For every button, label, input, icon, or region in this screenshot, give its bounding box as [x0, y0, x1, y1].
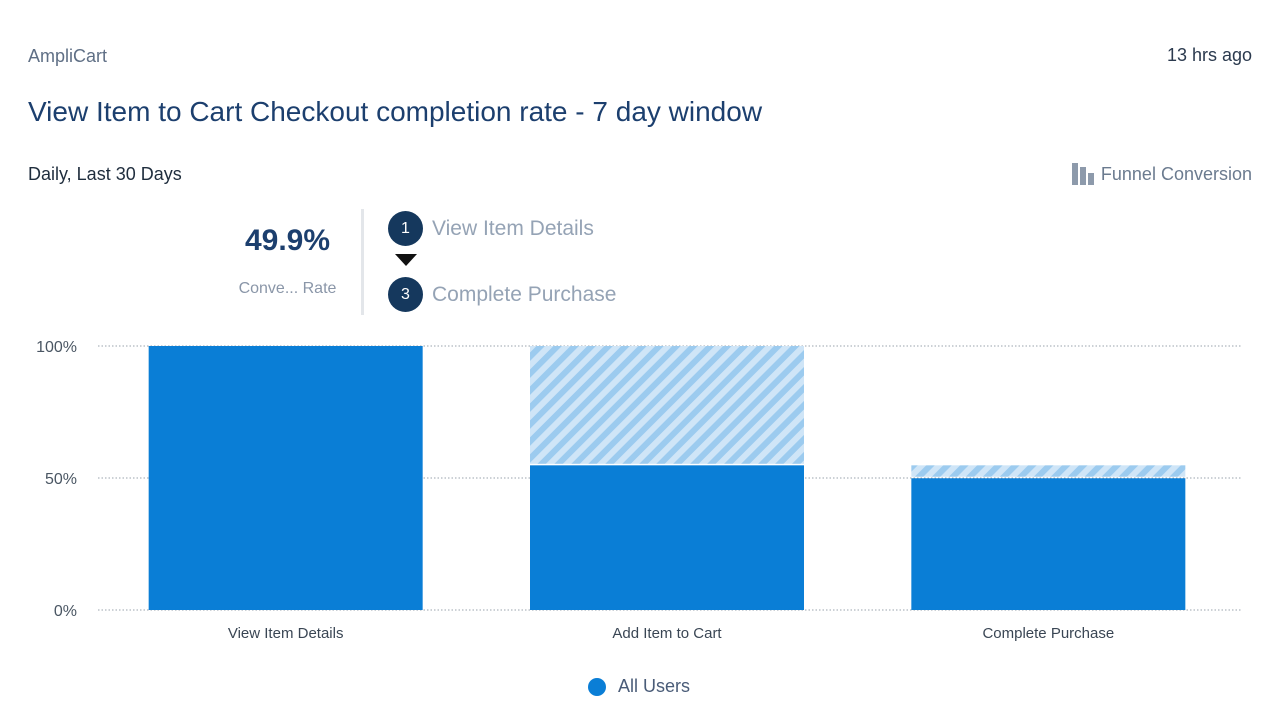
y-tick-label: 50% — [45, 471, 77, 488]
conversion-bar[interactable] — [911, 478, 1186, 610]
last-updated-timestamp: 13 hrs ago — [1166, 45, 1252, 65]
chart-legend[interactable]: All Users — [588, 676, 690, 697]
page-title[interactable]: View Item to Cart Checkout completion ra… — [28, 96, 763, 127]
down-arrow-icon — [395, 254, 417, 266]
legend-swatch — [588, 677, 606, 696]
time-period-label: Daily, Last 30 Days — [28, 164, 182, 184]
step-label: View Item Details — [432, 216, 594, 240]
chart-type-control[interactable]: Funnel Conversion — [1071, 162, 1252, 186]
x-tick-label: View Item Details — [228, 625, 344, 642]
dropoff-bar[interactable] — [530, 346, 804, 464]
conversion-rate-label: Conve... Rate — [238, 280, 337, 297]
funnel-step-start[interactable]: 1 View Item Details — [388, 211, 594, 246]
conversion-bar[interactable] — [530, 465, 804, 610]
legend-label-all-users: All Users — [618, 676, 691, 696]
funnel-chart-icon — [1071, 163, 1094, 185]
x-tick-label: Complete Purchase — [982, 625, 1114, 642]
chart-type-label: Funnel Conversion — [1100, 163, 1252, 184]
dropoff-bar[interactable] — [911, 465, 1186, 477]
step-label: Complete Purchase — [432, 282, 617, 306]
summary-divider — [361, 209, 364, 315]
x-tick-label: Add Item to Cart — [612, 625, 722, 642]
app-name: AmpliCart — [28, 46, 108, 66]
step-number-badge: 1 — [388, 211, 423, 246]
step-number-badge: 3 — [388, 277, 423, 312]
conversion-rate-value: 49.9% — [244, 224, 331, 257]
y-tick-label: 0% — [54, 603, 77, 620]
y-tick-label: 100% — [36, 339, 77, 356]
funnel-step-end[interactable]: 3 Complete Purchase — [388, 277, 616, 312]
conversion-bar[interactable] — [148, 346, 423, 610]
